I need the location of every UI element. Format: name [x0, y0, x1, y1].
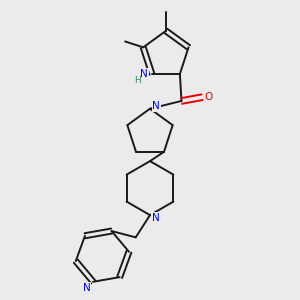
- Text: N: N: [83, 283, 91, 292]
- Text: N: N: [140, 69, 148, 79]
- Text: H: H: [134, 76, 141, 85]
- Text: N: N: [152, 101, 160, 111]
- Text: N: N: [152, 213, 160, 223]
- Text: O: O: [204, 92, 213, 102]
